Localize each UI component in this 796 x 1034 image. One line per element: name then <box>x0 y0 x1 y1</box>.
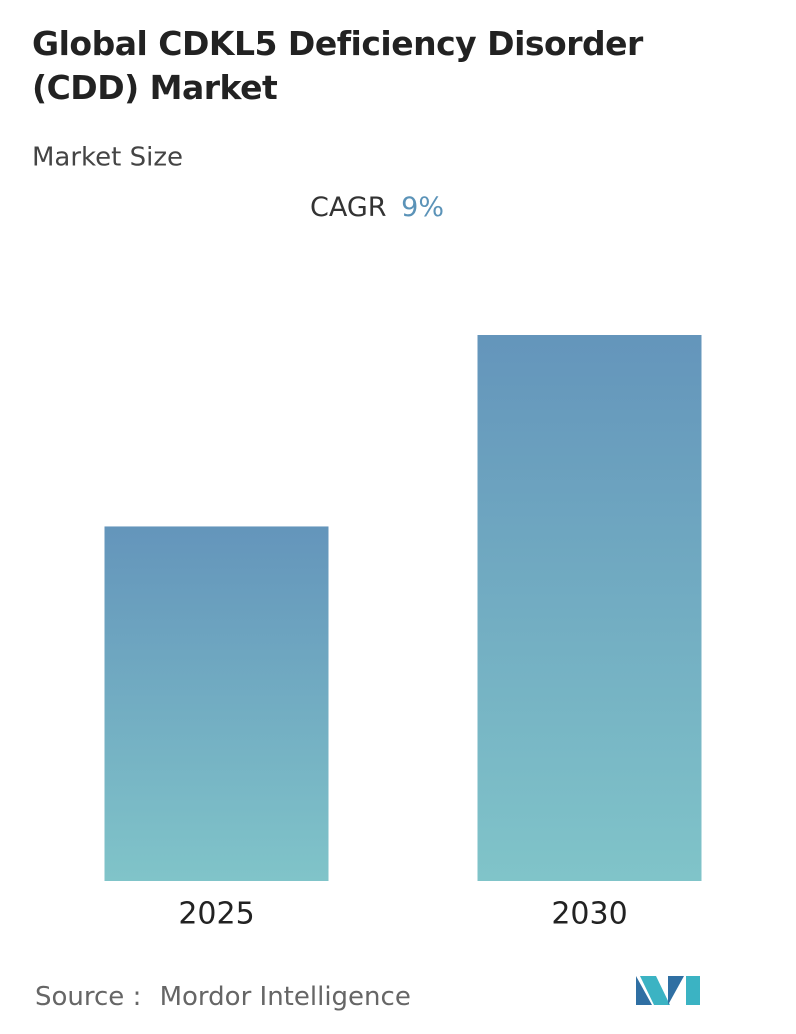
x-tick-label: 2025 <box>178 897 254 932</box>
chart-title: Global CDKL5 Deficiency Disorder (CDD) M… <box>32 24 643 107</box>
source-label: Source : <box>35 982 141 1012</box>
cagr-label: CAGR <box>310 192 387 223</box>
source-name: Mordor Intelligence <box>160 982 411 1012</box>
cagr: CAGR 9% <box>310 192 444 223</box>
logo <box>636 976 700 1005</box>
chart-subtitle: Market Size <box>32 143 183 173</box>
source: Source : Mordor Intelligence <box>35 982 411 1012</box>
cagr-value: 9% <box>401 192 444 223</box>
bar <box>104 526 329 881</box>
x-tick-label: 2030 <box>551 897 627 932</box>
bar <box>477 335 702 881</box>
